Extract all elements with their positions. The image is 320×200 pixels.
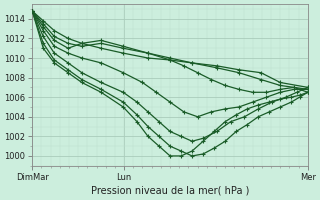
X-axis label: Pression niveau de la mer( hPa ): Pression niveau de la mer( hPa ) bbox=[91, 186, 249, 196]
